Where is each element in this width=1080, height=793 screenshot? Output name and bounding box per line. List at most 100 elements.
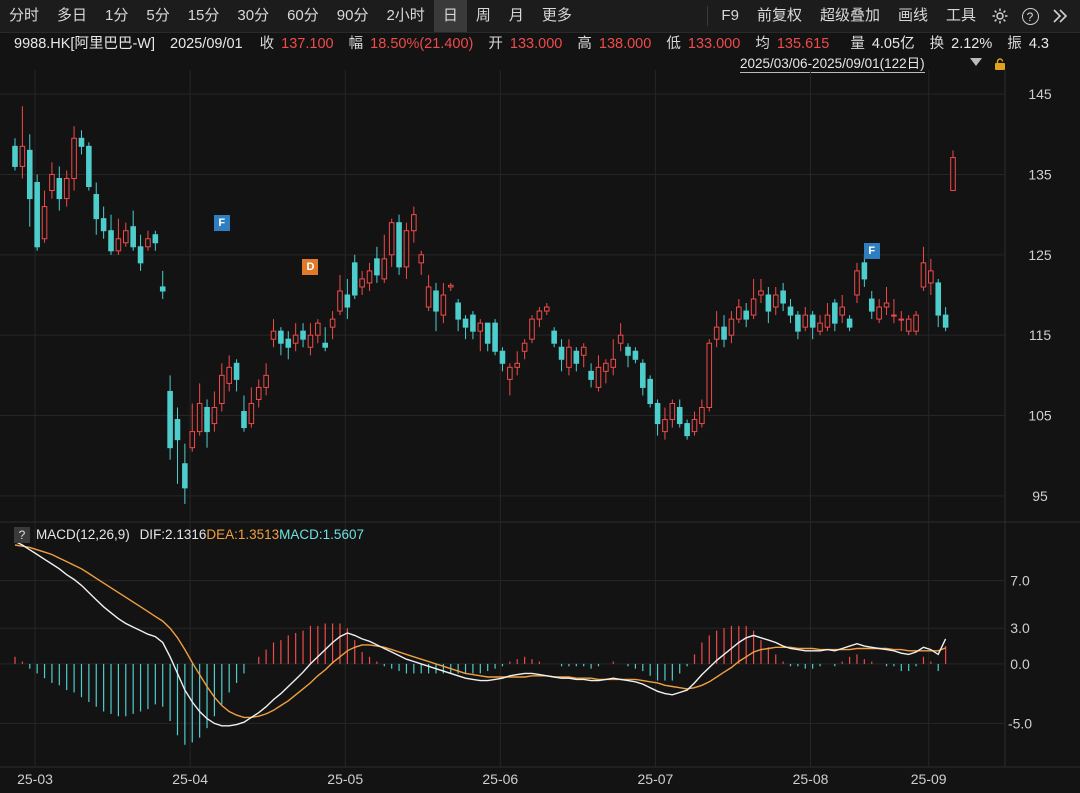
x-tick-label: 25-05	[327, 771, 363, 787]
candle-body	[278, 330, 284, 344]
candle-body	[640, 362, 646, 388]
macd-tick-label: -5.0	[1008, 715, 1032, 731]
high-label: 高	[577, 36, 592, 52]
candle-body	[492, 322, 498, 352]
candle-body	[728, 318, 735, 336]
candle-body	[736, 306, 742, 320]
avg-value: 135.615	[776, 36, 830, 52]
candle-body	[839, 306, 846, 316]
macd-legend: ? MACD(12,26,9) DIF:2.1316DEA:1.3513MACD:…	[14, 526, 364, 544]
x-tick-label: 25-09	[911, 771, 947, 787]
dea-line	[14, 544, 946, 719]
candle-body	[713, 326, 720, 340]
candle-body	[86, 145, 92, 188]
volume-value: 4.05亿	[871, 36, 915, 52]
candle-body	[691, 419, 698, 433]
close-label: 收	[259, 36, 275, 52]
toolbar-item-2[interactable]: 超级叠加	[819, 7, 880, 24]
candle-body	[647, 378, 653, 404]
candle-body	[676, 407, 683, 425]
candle-body	[93, 194, 100, 220]
toolbar-right: F9 前复权 超级叠加 画线 工具 ?	[703, 0, 1080, 32]
period-tab-1[interactable]: 多日	[57, 7, 88, 24]
period-tab-11[interactable]: 月	[508, 7, 524, 24]
candle-body	[137, 246, 144, 264]
period-tab-7[interactable]: 90分	[336, 7, 369, 24]
candle-body	[876, 306, 882, 320]
quote-bar: 9988.HK[阿里巴巴-W] 2025/09/01 收 137.100 幅 1…	[14, 33, 1052, 55]
candle-body	[950, 157, 956, 192]
open-value: 133.000	[509, 36, 563, 52]
candle-body	[772, 294, 779, 308]
candle-body	[115, 238, 122, 252]
gear-icon[interactable]	[990, 6, 1010, 26]
candle-body	[603, 362, 609, 372]
lock-icon[interactable]	[994, 58, 1006, 70]
candle-body	[721, 326, 727, 340]
candle-body	[809, 314, 816, 328]
period-tab-12[interactable]: 更多	[541, 7, 572, 24]
candle-body	[765, 294, 772, 312]
candle-body	[477, 322, 484, 332]
candle-body	[248, 402, 255, 425]
candle-body	[470, 314, 476, 332]
candle-body	[255, 386, 262, 400]
turnover-value: 2.12%	[951, 36, 993, 52]
candle-body	[315, 322, 321, 336]
candle-body	[595, 366, 602, 388]
candle-body	[159, 286, 166, 292]
event-marker-2[interactable]: F	[863, 242, 880, 259]
candle-body	[499, 350, 506, 364]
event-marker-0[interactable]: F	[213, 214, 230, 231]
candle-body	[388, 222, 395, 256]
candle-body	[130, 226, 136, 248]
help-icon[interactable]: ?	[1020, 6, 1040, 26]
candle-body	[891, 314, 897, 317]
period-tab-4[interactable]: 15分	[187, 7, 220, 24]
candle-body	[219, 374, 225, 404]
open-label: 开	[488, 36, 503, 52]
period-tab-10[interactable]: 周	[475, 7, 491, 24]
quote-date: 2025/09/01	[170, 36, 243, 52]
candle-body	[108, 230, 114, 252]
candle-body	[920, 262, 927, 288]
candle-body	[329, 318, 336, 328]
amplitude-label: 振	[1007, 36, 1022, 52]
toolbar-item-0[interactable]: F9	[721, 7, 739, 24]
chevron-down-icon[interactable]	[970, 58, 982, 66]
low-label: 低	[666, 36, 681, 52]
macd-help-button[interactable]: ?	[14, 527, 30, 544]
macd-tick-label: 3.0	[1010, 620, 1030, 636]
period-tab-6[interactable]: 60分	[287, 7, 319, 24]
event-marker-1[interactable]: D	[302, 258, 319, 275]
candle-body	[411, 214, 417, 232]
date-range-selector[interactable]: 2025/03/06-2025/09/01(122日)	[740, 56, 925, 73]
x-tick-label: 25-06	[482, 771, 518, 787]
price-tick-label: 105	[1028, 408, 1052, 424]
candle-body	[182, 463, 188, 489]
period-tab-9[interactable]: 日	[433, 0, 467, 32]
candle-body	[632, 350, 639, 360]
candle-body	[12, 145, 18, 167]
candle-body	[898, 318, 905, 321]
candle-body	[41, 206, 48, 240]
candle-body	[100, 218, 107, 232]
toolbar-item-3[interactable]: 画线	[897, 7, 928, 24]
period-tab-5[interactable]: 30分	[237, 7, 270, 24]
candle-body	[403, 230, 410, 268]
candle-body	[63, 177, 70, 200]
candle-body	[817, 322, 823, 332]
amplitude-value: 4.3	[1028, 36, 1049, 52]
high-value: 138.000	[598, 36, 652, 52]
period-tab-0[interactable]: 分时	[9, 7, 40, 24]
period-tab-8[interactable]: 2小时	[386, 7, 425, 24]
toolbar-item-1[interactable]: 前复权	[756, 7, 802, 24]
candle-body	[706, 342, 713, 409]
volume-label: 量	[850, 36, 865, 52]
toolbar-item-4[interactable]: 工具	[945, 7, 976, 24]
candle-body	[566, 346, 572, 368]
expand-icon[interactable]	[1050, 6, 1070, 26]
candle-body	[300, 330, 306, 340]
period-tab-3[interactable]: 5分	[146, 7, 170, 24]
period-tab-2[interactable]: 1分	[105, 7, 129, 24]
